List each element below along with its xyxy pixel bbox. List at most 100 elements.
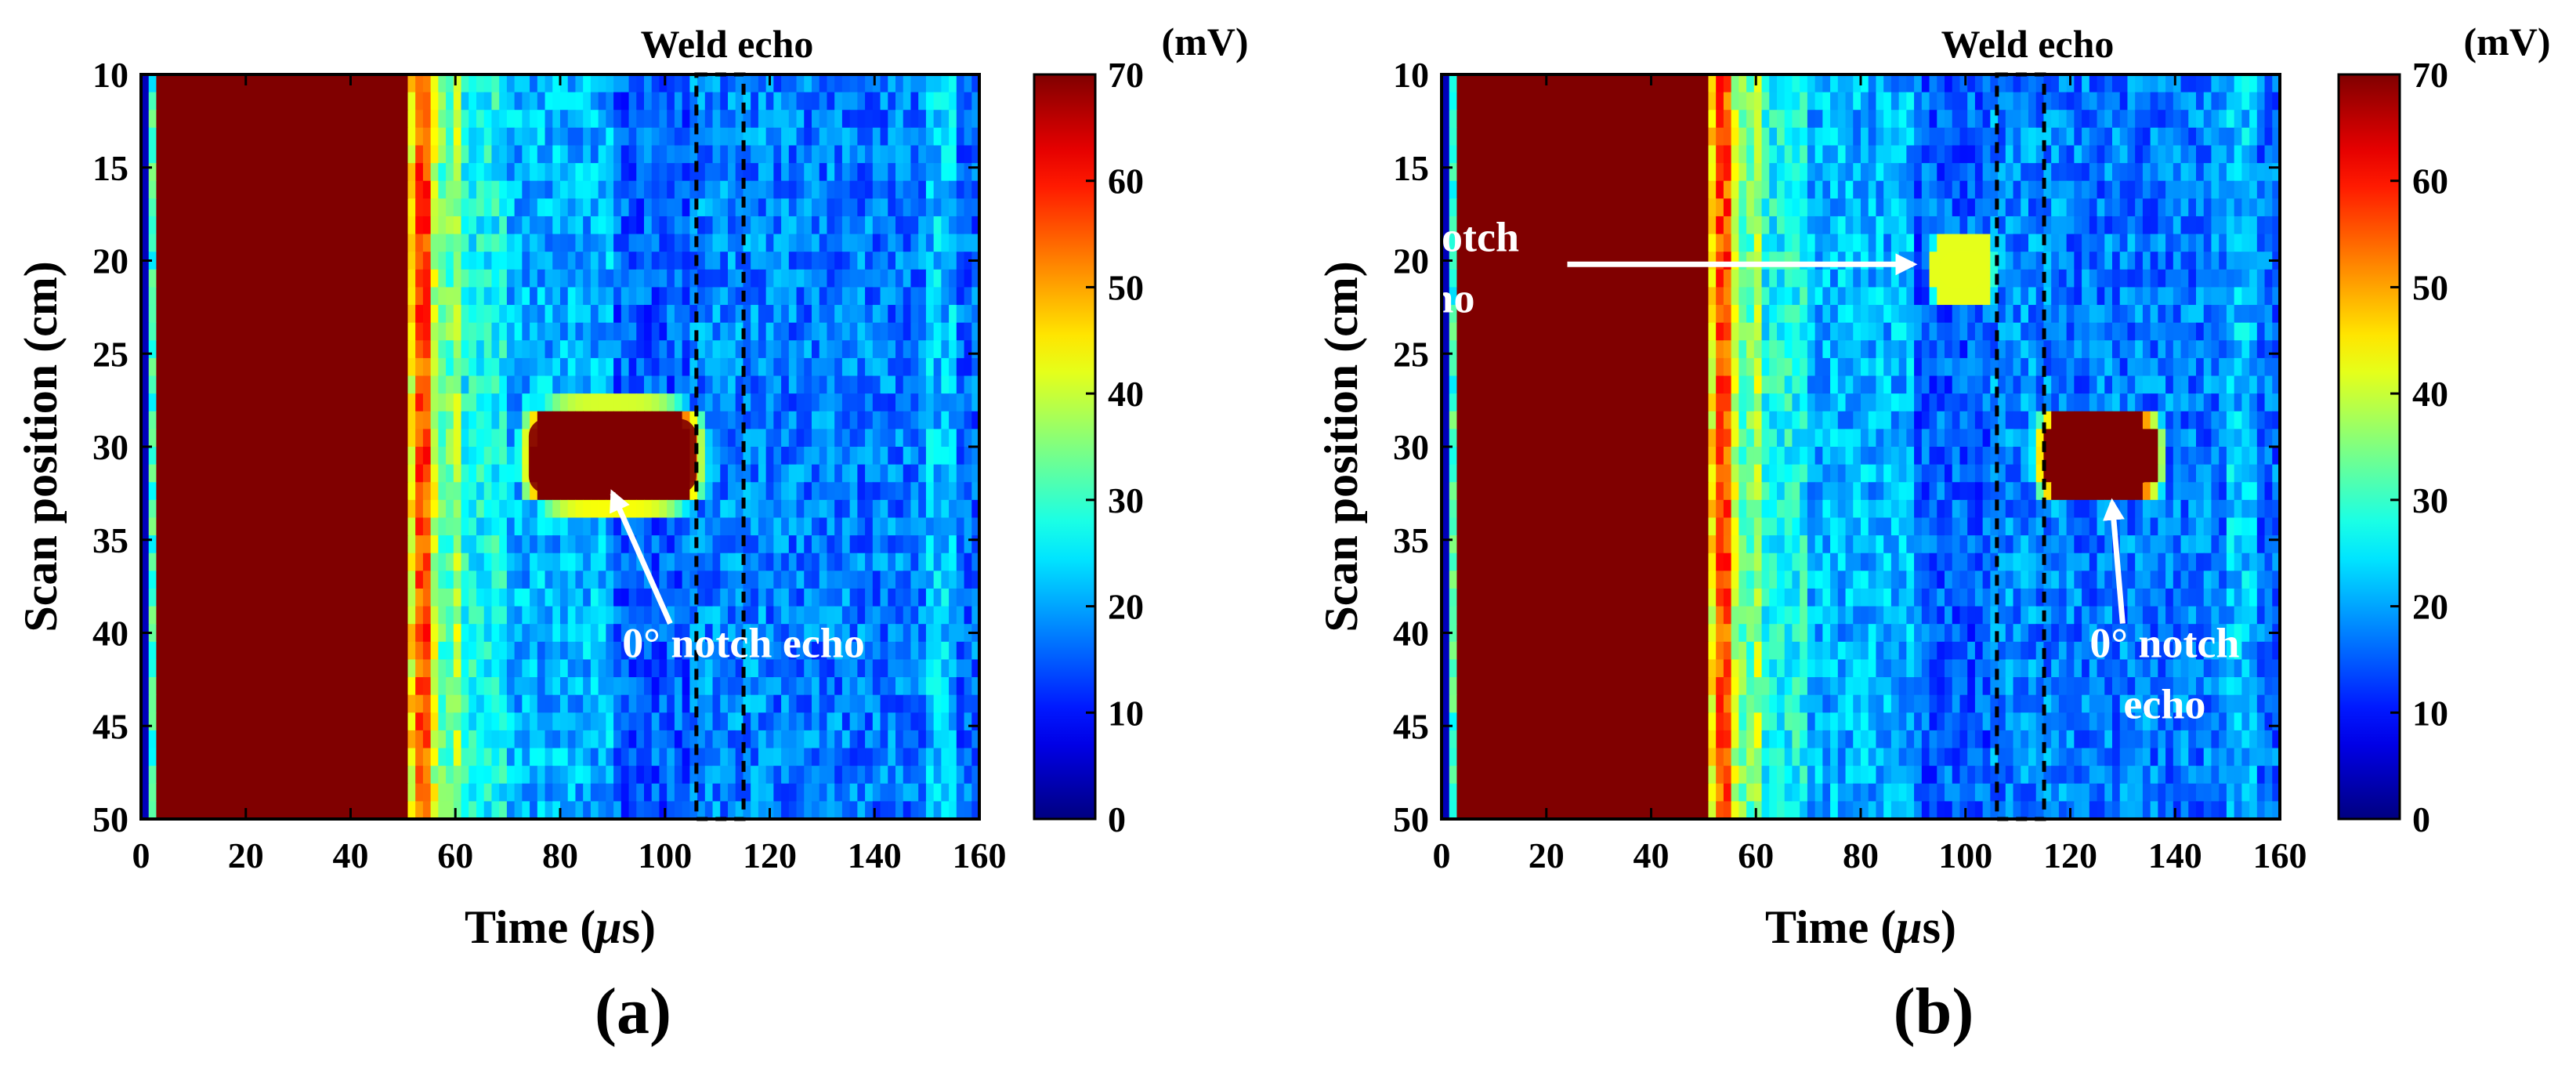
heatmap-cell — [796, 252, 805, 270]
heatmap-cell — [1883, 92, 1892, 111]
heatmap-cell — [590, 517, 599, 536]
heatmap-cell — [506, 712, 516, 731]
heatmap-cell — [941, 624, 950, 643]
heatmap-cell — [590, 110, 599, 129]
heatmap-cell — [430, 499, 439, 519]
heatmap-cell — [2158, 92, 2166, 111]
heatmap-cell — [1700, 92, 1709, 111]
heatmap-cell — [888, 694, 896, 713]
heatmap-cell — [773, 429, 782, 448]
heatmap-cell — [537, 694, 546, 713]
heatmap-cell — [827, 624, 835, 643]
heatmap-cell — [545, 694, 553, 713]
heatmap-cell — [567, 694, 577, 713]
heatmap-cell — [964, 553, 972, 571]
heatmap-cell — [148, 712, 157, 731]
heatmap-cell — [530, 766, 538, 785]
heatmap-cell — [781, 499, 790, 519]
heatmap-cell — [796, 127, 805, 147]
heatmap-cell — [324, 553, 332, 571]
heatmap-cell — [773, 517, 782, 536]
heatmap-cell — [209, 216, 218, 235]
heatmap-cell — [628, 322, 637, 341]
heatmap-cell — [720, 535, 729, 554]
heatmap-cell — [1532, 74, 1542, 93]
heatmap-cell — [827, 269, 835, 288]
heatmap-cell — [483, 783, 493, 802]
heatmap-cell — [506, 411, 516, 429]
heatmap-cell — [765, 499, 774, 519]
heatmap-cell — [804, 464, 812, 483]
heatmap-cell — [461, 198, 469, 217]
heatmap-cell — [2264, 74, 2273, 93]
heatmap-cell — [796, 322, 805, 341]
heatmap-cell — [362, 571, 371, 589]
heatmap-cell — [620, 110, 630, 129]
heatmap-cell — [697, 553, 706, 571]
heatmap-cell — [552, 535, 561, 554]
heatmap-cell — [240, 641, 248, 661]
heatmap-cell — [324, 464, 332, 483]
heatmap-cell — [567, 677, 577, 696]
heatmap-cell — [354, 677, 363, 696]
heatmap-cell — [415, 269, 424, 288]
heatmap-cell — [682, 517, 690, 536]
heatmap-cell — [910, 801, 919, 820]
heatmap-cell — [872, 145, 881, 164]
heatmap-cell — [712, 234, 721, 252]
heatmap-cell — [606, 748, 614, 766]
heatmap-cell — [201, 429, 211, 448]
heatmap-cell — [788, 340, 798, 359]
heatmap-cell — [453, 517, 462, 536]
heatmap-cell — [773, 340, 782, 359]
heatmap-cell — [278, 357, 287, 377]
heatmap-cell — [400, 694, 409, 713]
heatmap-cell — [324, 393, 332, 412]
heatmap-cell — [804, 730, 812, 749]
heatmap-cell — [903, 748, 912, 766]
heatmap-cell — [248, 482, 256, 501]
heatmap-cell — [903, 216, 912, 235]
heatmap-cell — [522, 641, 530, 661]
heatmap-cell — [331, 180, 340, 199]
heatmap-cell — [514, 305, 523, 324]
heatmap-cell — [819, 198, 828, 217]
heatmap-cell — [583, 535, 592, 554]
heatmap-cell — [751, 694, 759, 713]
heatmap-cell — [651, 375, 660, 394]
heatmap-cell — [530, 305, 538, 324]
heatmap-cell — [400, 641, 409, 661]
heatmap-cell — [225, 766, 233, 785]
heatmap-cell — [476, 110, 485, 129]
heatmap-cell — [393, 677, 401, 696]
heatmap-cell — [903, 180, 912, 199]
heatmap-cell — [491, 92, 500, 111]
heatmap-cell — [697, 517, 706, 536]
heatmap-cell — [415, 606, 424, 625]
heatmap-cell — [765, 163, 774, 182]
heatmap-cell — [765, 677, 774, 696]
heatmap-cell — [857, 252, 866, 270]
heatmap-cell — [606, 517, 614, 536]
heatmap-cell — [575, 766, 584, 785]
heatmap-cell — [415, 375, 424, 394]
heatmap-cell — [567, 357, 577, 377]
heatmap-cell — [804, 482, 812, 501]
heatmap-cell — [331, 659, 340, 678]
colorbar-tick-label: 20 — [1108, 587, 1144, 627]
heatmap-cell — [758, 624, 767, 643]
heatmap-cell — [575, 659, 584, 678]
heatmap-cell — [827, 766, 835, 785]
heatmap-cell — [628, 287, 637, 306]
heatmap-cell — [674, 92, 683, 111]
heatmap-cell — [781, 624, 790, 643]
heatmap-cell — [346, 712, 355, 731]
heatmap-cell — [925, 641, 935, 661]
heatmap-cell — [849, 517, 858, 536]
heatmap-cell — [575, 748, 584, 766]
heatmap-cell — [583, 216, 592, 235]
heatmap-cell — [857, 783, 866, 802]
heatmap-cell — [758, 783, 767, 802]
heatmap-cell — [483, 624, 493, 643]
heatmap-cell — [164, 411, 172, 429]
